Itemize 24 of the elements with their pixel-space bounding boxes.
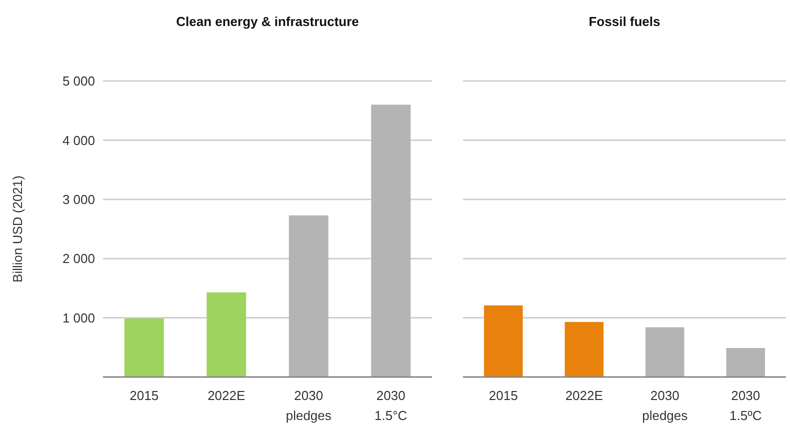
x-tick-label: 2015 [488,388,518,403]
x-tick-label: 2022E [208,388,246,403]
bar [564,322,604,377]
x-tick-label: 2022E [565,388,604,403]
y-tick-label: 1 000 [62,310,95,326]
bar [206,292,246,377]
x-tick-label: 2030 pledges [286,388,332,423]
bar [124,318,164,377]
chart-title: Fossil fuels [588,14,660,29]
y-tick-label: 2 000 [62,251,95,266]
x-tick-label: 2030 1.5ºC [730,388,762,423]
chart-title: Clean energy & infrastructure [176,14,359,29]
y-tick-label: 5 000 [62,74,95,89]
x-tick-label: 2015 [130,388,159,403]
y-tick-label: 4 000 [62,132,95,148]
y-axis-title: Billion USD (2021) [10,176,25,282]
bar [371,104,411,377]
y-tick-label: 3 000 [62,192,95,207]
bar [726,348,766,377]
bar [645,327,684,377]
x-tick-label: 2030 pledges [642,388,688,423]
bar [288,215,328,377]
bar [484,305,523,377]
x-tick-label: 2030 1.5°C [374,388,408,423]
